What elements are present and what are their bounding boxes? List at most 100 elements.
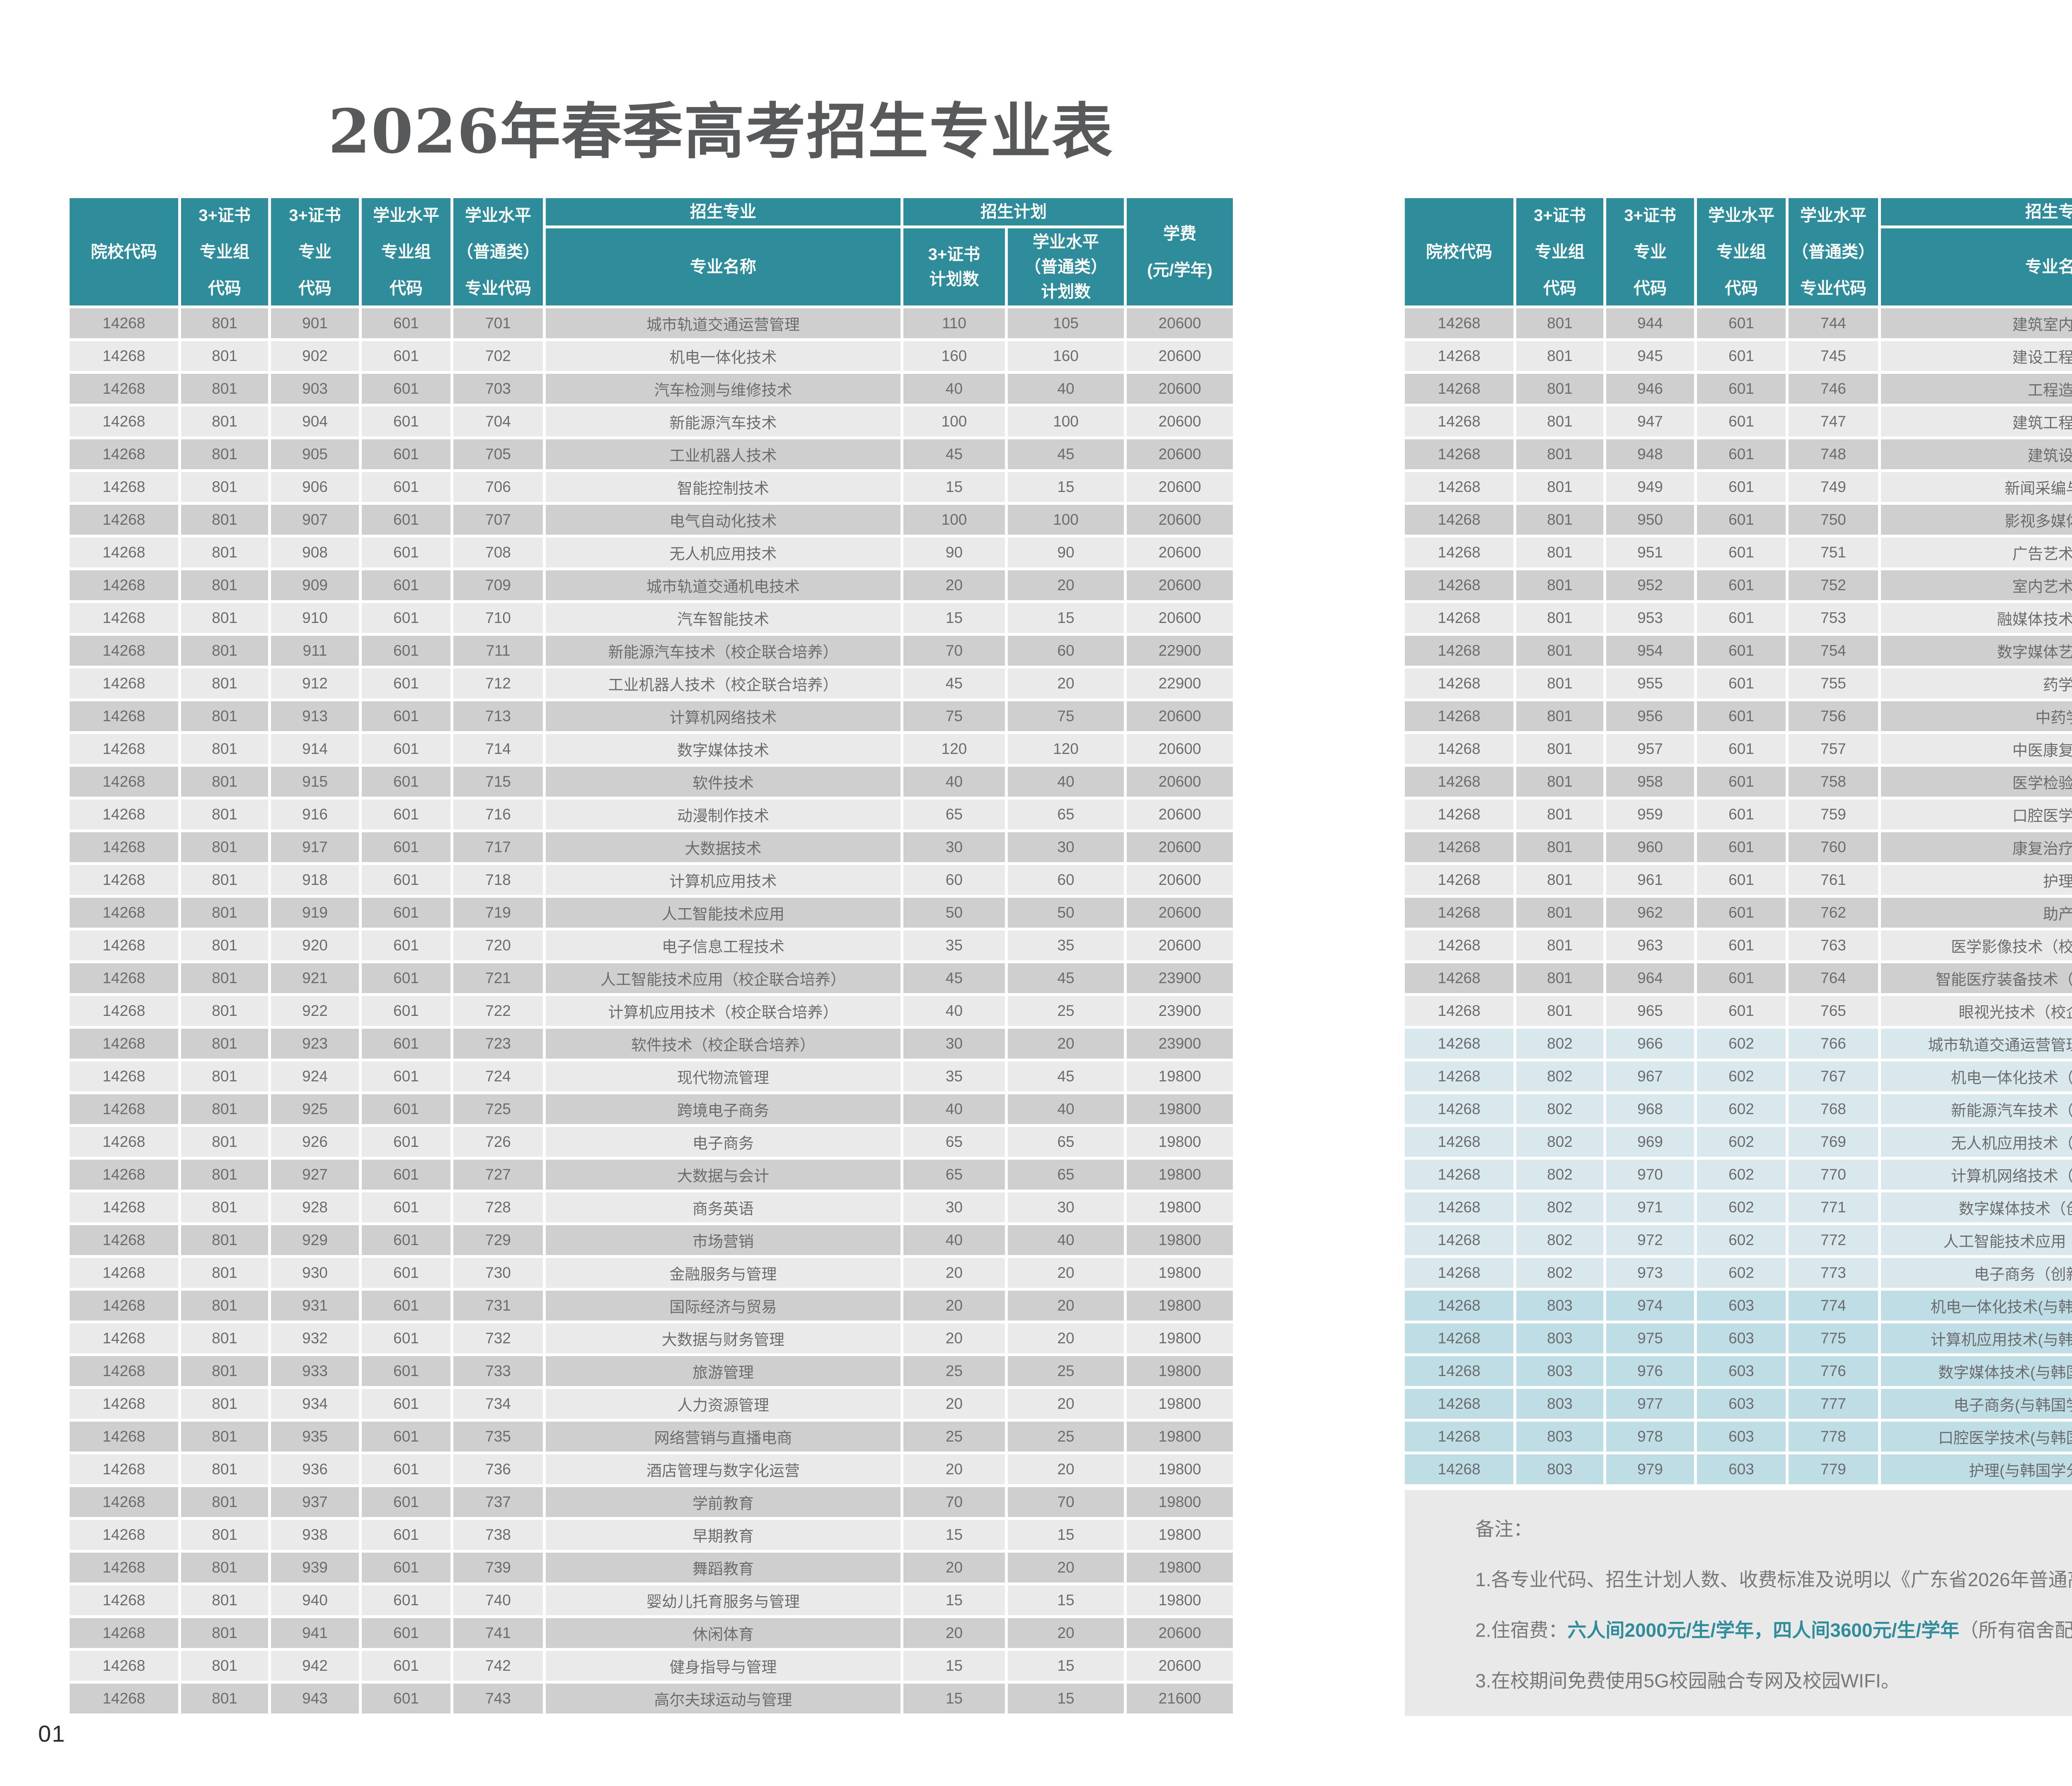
table-cell: 19800 [1127, 1291, 1233, 1321]
table-cell: 计算机应用技术（校企联合培养） [546, 996, 900, 1026]
table-cell: 15 [903, 1585, 1005, 1615]
table-cell: 601 [1697, 701, 1786, 731]
table-cell: 学前教育 [546, 1487, 900, 1517]
note-3: 3.在校期间免费使用5G校园融合专网及校园WIFI。 [1475, 1670, 1900, 1691]
table-cell: 14268 [70, 341, 178, 371]
table-cell: 助产 [1881, 898, 2072, 928]
table-cell: 14268 [70, 701, 178, 731]
table-cell: 19800 [1127, 1422, 1233, 1452]
table-cell: 人工智能技术应用 [546, 898, 900, 928]
table-cell: 949 [1606, 472, 1694, 502]
table-cell: 20 [1008, 1389, 1124, 1419]
table-cell: 19800 [1127, 1160, 1233, 1190]
table-cell: 972 [1606, 1225, 1694, 1255]
table-cell: 715 [453, 767, 543, 797]
table-cell: 959 [1606, 800, 1694, 829]
table-cell: 14268 [1405, 603, 1513, 633]
table-cell: 15 [1008, 1585, 1124, 1615]
table-cell: 955 [1606, 669, 1694, 698]
table-cell: 708 [453, 538, 543, 567]
table-cell: 977 [1606, 1389, 1694, 1419]
header-cert-group-code: 3+证书 专业组 代码 [181, 198, 268, 305]
table-cell: 电子商务(与韩国学分互认项目) [1881, 1389, 2072, 1419]
table-cell: 924 [271, 1061, 359, 1091]
table-cell: 601 [1697, 669, 1786, 698]
table-cell: 728 [453, 1192, 543, 1222]
table-cell: 35 [903, 931, 1005, 960]
table-cell: 14268 [70, 538, 178, 567]
table-cell: 802 [1516, 1225, 1603, 1255]
table-cell: 801 [181, 734, 268, 764]
table-cell: 745 [1789, 341, 1878, 371]
table-cell: 19800 [1127, 1454, 1233, 1484]
table-cell: 948 [1606, 439, 1694, 469]
table-cell: 数字媒体技术 [546, 734, 900, 764]
page-number-left: 01 [38, 1721, 66, 1747]
header-academic-major-code: 学业水平 （普通类） 专业代码 [1789, 198, 1878, 305]
table-cell: 943 [271, 1684, 359, 1713]
table-cell: 计算机应用技术(与韩国学分互认项目) [1881, 1323, 2072, 1353]
table-cell: 801 [1516, 636, 1603, 666]
table-cell: 40 [903, 374, 1005, 404]
table-cell: 20600 [1127, 439, 1233, 469]
table-cell: 70 [1008, 1487, 1124, 1517]
table-cell: 801 [181, 603, 268, 633]
table-cell: 14268 [1405, 570, 1513, 600]
table-cell: 601 [362, 1684, 450, 1713]
table-cell: 新能源汽车技术（创新精英班） [1881, 1094, 2072, 1124]
note-2-suffix: （所有宿舍配置空调、洗衣机等）；所有教室配置空调。 [1959, 1619, 2072, 1641]
note-2-prefix: 2.住宿费： [1475, 1619, 1568, 1641]
table-cell: 801 [181, 1487, 268, 1517]
table-cell: 19800 [1127, 1323, 1233, 1353]
table-cell: 20600 [1127, 374, 1233, 404]
table-cell: 14268 [70, 1160, 178, 1190]
table-cell: 19800 [1127, 1356, 1233, 1386]
table-cell: 730 [453, 1258, 543, 1288]
table-cell: 601 [362, 407, 450, 436]
table-cell: 65 [1008, 1160, 1124, 1190]
table-cell: 25 [903, 1422, 1005, 1452]
table-cell: 20600 [1127, 865, 1233, 895]
table-cell: 601 [1697, 865, 1786, 895]
table-cell: 922 [271, 996, 359, 1026]
table-cell: 920 [271, 931, 359, 960]
table-cell: 601 [1697, 308, 1786, 338]
table-cell: 953 [1606, 603, 1694, 633]
table-cell: 21600 [1127, 1684, 1233, 1713]
table-cell: 957 [1606, 734, 1694, 764]
table-cell: 764 [1789, 963, 1878, 993]
table-cell: 601 [1697, 832, 1786, 862]
note-2-highlight: 六人间2000元/生/学年，四人间3600元/生/学年 [1567, 1619, 1960, 1641]
table-cell: 711 [453, 636, 543, 666]
table-cell: 801 [1516, 538, 1603, 567]
table-cell: 14268 [1405, 1160, 1513, 1190]
table-cell: 50 [903, 898, 1005, 928]
table-cell: 601 [362, 570, 450, 600]
table-cell: 601 [362, 1356, 450, 1386]
table-cell: 801 [181, 1520, 268, 1550]
table-cell: 702 [453, 341, 543, 371]
table-cell: 969 [1606, 1127, 1694, 1157]
table-cell: 14268 [70, 767, 178, 797]
table-cell: 15 [903, 1520, 1005, 1550]
table-cell: 923 [271, 1029, 359, 1059]
table-cell: 802 [1516, 1061, 1603, 1091]
table-cell: 751 [1789, 538, 1878, 567]
table-cell: 801 [181, 1225, 268, 1255]
table-cell: 743 [453, 1684, 543, 1713]
table-cell: 14268 [1405, 701, 1513, 731]
table-cell: 40 [903, 1094, 1005, 1124]
table-cell: 801 [181, 1323, 268, 1353]
table-cell: 601 [362, 701, 450, 731]
table-cell: 803 [1516, 1422, 1603, 1452]
table-cell: 601 [1697, 505, 1786, 535]
table-cell: 801 [181, 407, 268, 436]
table-cell: 14268 [70, 1651, 178, 1681]
table-cell: 康复治疗技术 [1881, 832, 2072, 862]
table-cell: 705 [453, 439, 543, 469]
table-cell: 601 [362, 898, 450, 928]
table-cell: 903 [271, 374, 359, 404]
table-cell: 14268 [70, 603, 178, 633]
table-cell: 601 [362, 1291, 450, 1321]
table-cell: 14268 [70, 1553, 178, 1582]
